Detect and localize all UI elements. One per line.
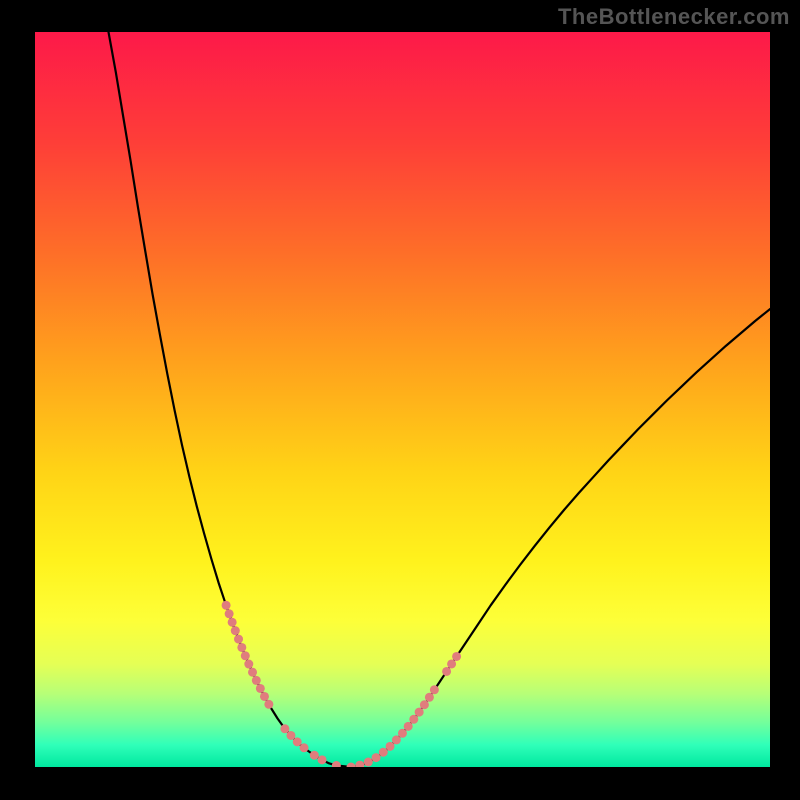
watermark-text: TheBottlenecker.com: [558, 4, 790, 30]
chart-svg: [0, 0, 800, 800]
chart-container: TheBottlenecker.com: [0, 0, 800, 800]
